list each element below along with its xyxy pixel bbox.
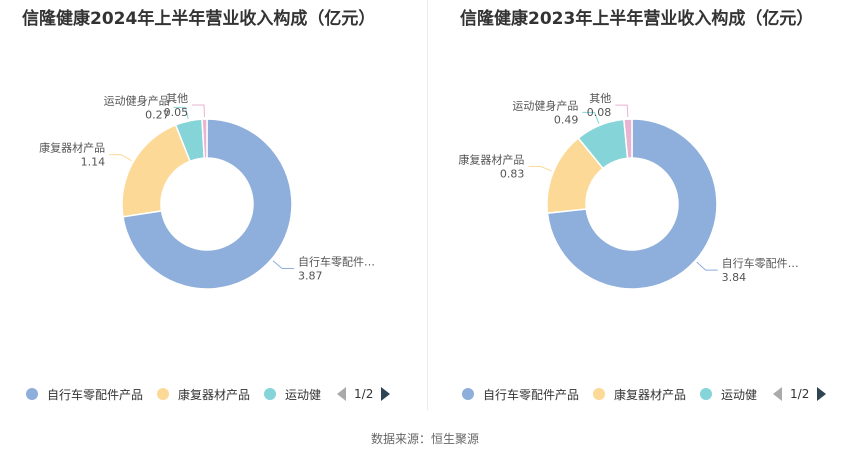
slice-category-label: 运动健身产品 — [512, 98, 578, 112]
pie-slice[interactable] — [122, 118, 293, 290]
legend-dot-icon — [264, 388, 277, 400]
pie-slice[interactable] — [623, 118, 633, 160]
slice-value-label: 0.83 — [500, 167, 525, 180]
chart-title-2023: 信隆健康2023年上半年营业收入构成（亿元） — [460, 9, 814, 29]
legend-dot-icon — [593, 388, 606, 400]
pie-slice[interactable] — [546, 118, 718, 290]
slice-category-label: 康复器材产品 — [458, 152, 524, 166]
leader-line — [696, 261, 718, 271]
legend-item[interactable]: 运动健 — [264, 386, 321, 403]
legend-item[interactable]: 自行车零配件产品 — [26, 386, 143, 403]
slice-category-label: 其他 — [166, 92, 188, 105]
slice-category-label: 康复器材产品 — [39, 141, 105, 155]
prev-page-icon[interactable] — [773, 387, 783, 401]
legend-label: 自行车零配件产品 — [47, 387, 144, 402]
legend-item[interactable]: 自行车零配件产品 — [462, 386, 579, 403]
legend-dot-icon — [462, 388, 474, 400]
legend-pager: 1/2 — [773, 387, 827, 401]
legend-item[interactable]: 康复器材产品 — [593, 386, 686, 403]
leader-line — [109, 154, 132, 162]
slice-value-label: 3.87 — [298, 270, 323, 283]
leader-line — [272, 260, 295, 270]
slice-value-label: 3.84 — [722, 271, 747, 284]
legend-2024: 自行车零配件产品 康复器材产品 运动健 1/2 — [26, 384, 391, 404]
prev-page-icon[interactable] — [337, 387, 347, 401]
leader-line — [615, 104, 629, 118]
slice-category-label: 自行车零配件… — [722, 256, 799, 270]
slice-value-label: 0.49 — [554, 113, 579, 126]
legend-label: 运动健 — [721, 387, 758, 402]
slice-value-label: 1.14 — [81, 156, 106, 169]
legend-label: 自行车零配件产品 — [483, 387, 580, 402]
slice-category-label: 自行车零配件… — [298, 255, 375, 269]
legend-item[interactable]: 运动健 — [700, 386, 757, 403]
legend-dot-icon — [700, 388, 713, 400]
slice-value-label: 0.05 — [164, 106, 189, 119]
next-page-icon[interactable] — [381, 387, 391, 401]
legend-dot-icon — [157, 388, 170, 400]
leader-line — [173, 106, 189, 120]
slice-category-label: 其他 — [589, 92, 611, 105]
slice-value-label: 0.08 — [587, 106, 612, 119]
legend-dot-icon — [26, 388, 38, 400]
legend-2023: 自行车零配件产品 康复器材产品 运动健 1/2 — [462, 384, 827, 404]
leader-line — [528, 165, 552, 172]
next-page-icon[interactable] — [817, 387, 827, 401]
legend-item[interactable]: 康复器材产品 — [157, 386, 250, 403]
slice-category-label: 运动健身产品 — [104, 93, 170, 107]
legend-page-number: 1/2 — [354, 387, 374, 401]
leader-line — [582, 111, 600, 124]
data-source-note: 数据来源：恒生聚源 — [370, 432, 479, 446]
chart-divider — [427, 0, 428, 410]
chart-title-2024: 信隆健康2024年上半年营业收入构成（亿元） — [22, 9, 376, 29]
legend-label: 康复器材产品 — [614, 387, 687, 402]
slice-value-label: 0.27 — [145, 108, 170, 121]
pie-slice[interactable] — [201, 118, 208, 159]
legend-label: 康复器材产品 — [178, 387, 251, 402]
legend-page-number: 1/2 — [790, 387, 810, 401]
leader-line — [192, 104, 205, 118]
pie-slice[interactable] — [121, 124, 192, 218]
legend-label: 运动健 — [285, 387, 322, 402]
legend-pager: 1/2 — [337, 387, 391, 401]
